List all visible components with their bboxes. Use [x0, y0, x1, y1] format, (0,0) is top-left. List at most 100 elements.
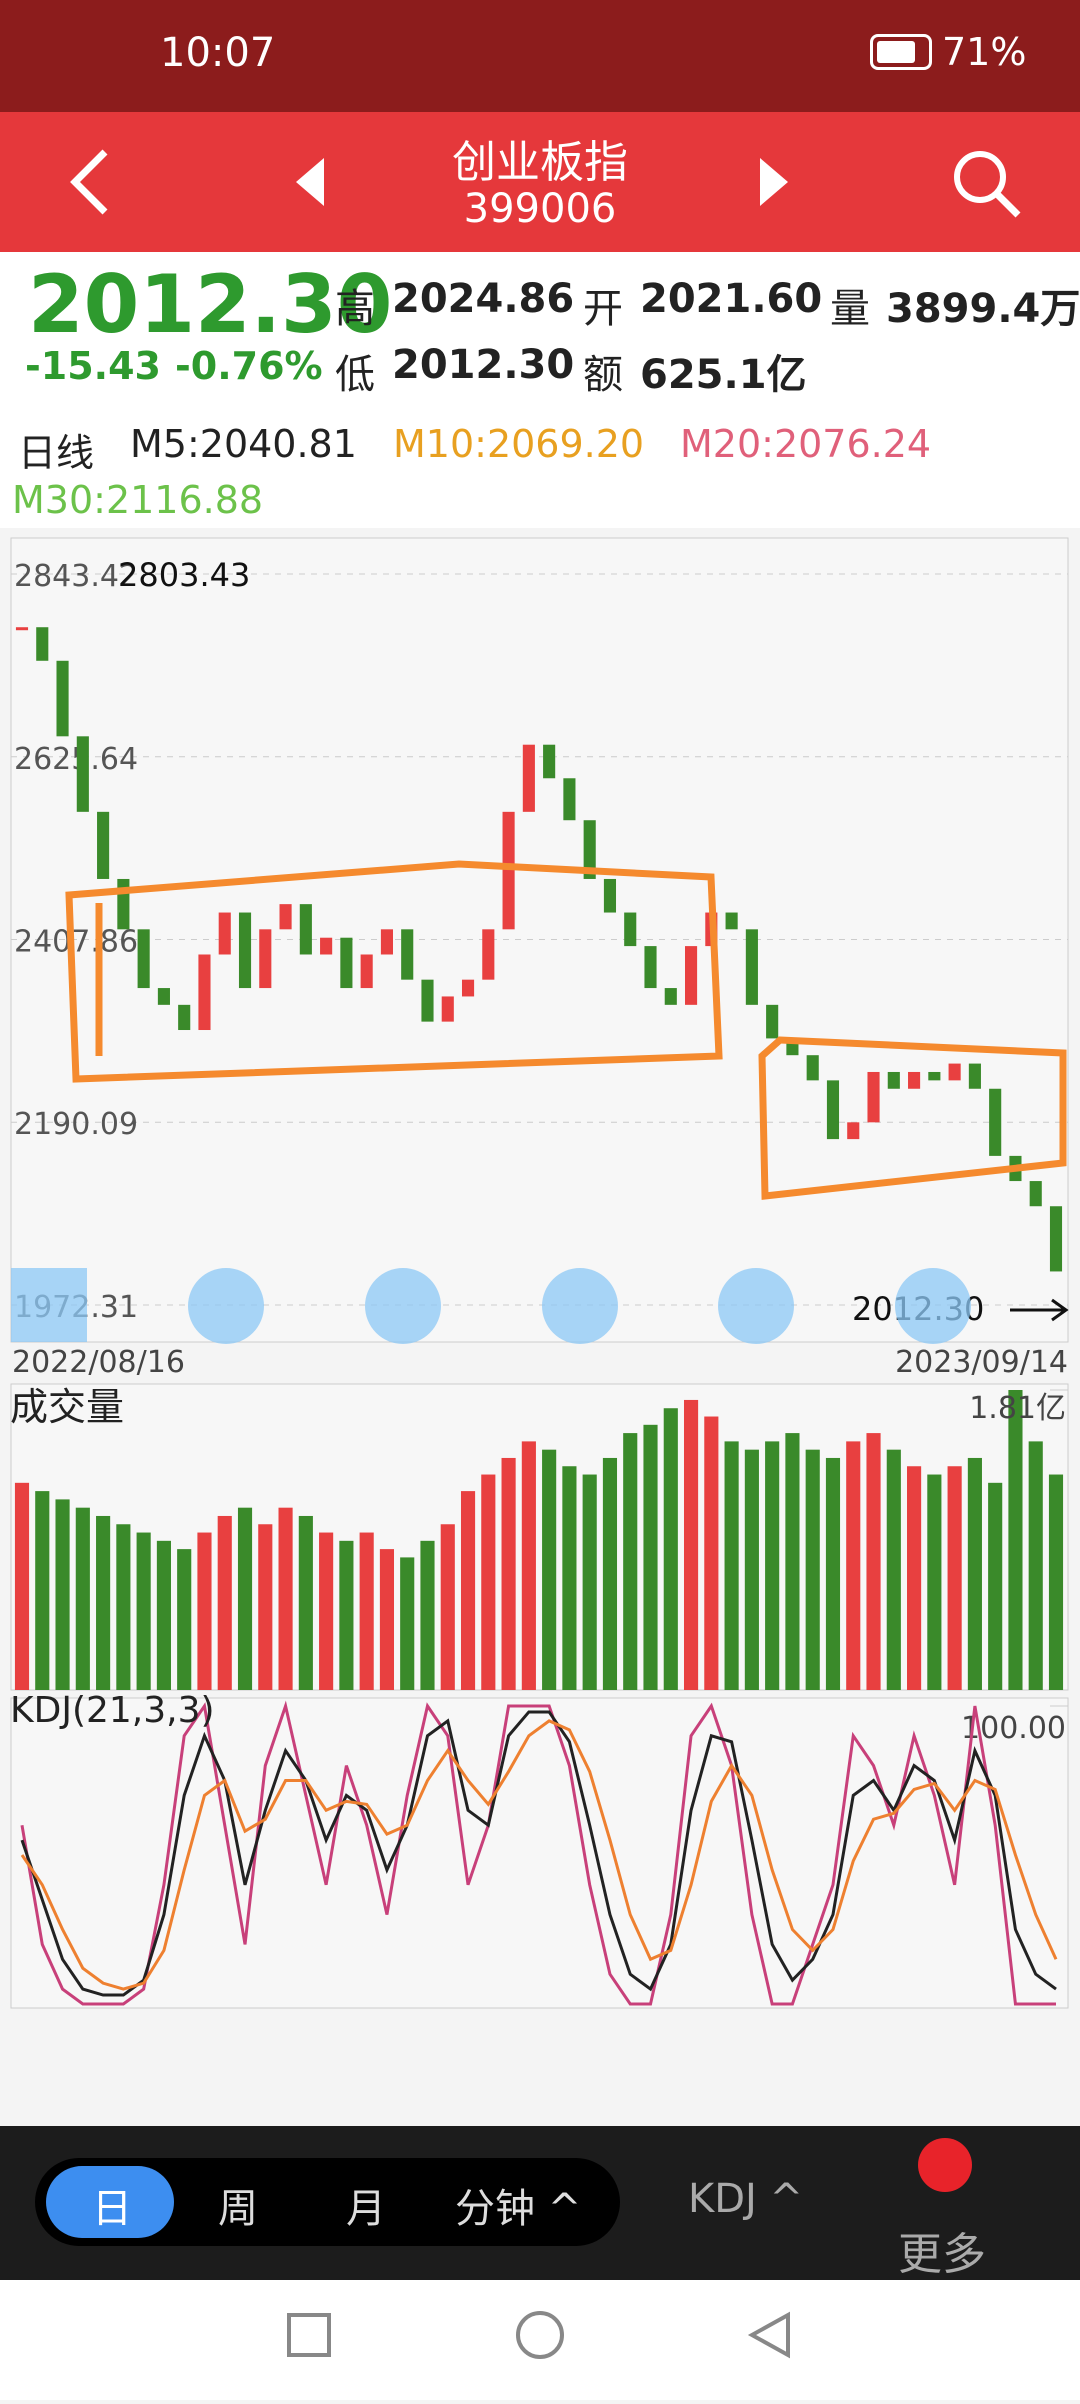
- candle: [299, 904, 312, 955]
- candle: [563, 778, 576, 821]
- more-dot: [918, 2138, 972, 2192]
- candle: [380, 929, 393, 955]
- candle: [36, 627, 49, 661]
- index-code: 399006: [463, 186, 617, 232]
- candle: [238, 912, 252, 989]
- ma-value: M5:2040.81: [130, 422, 357, 466]
- next-button[interactable]: [752, 154, 792, 210]
- candle: [117, 878, 130, 930]
- candle: [685, 946, 698, 1005]
- more-button[interactable]: 更多: [898, 2229, 986, 2280]
- candle: [320, 937, 333, 955]
- date-label: 2022/08/16: [12, 1345, 185, 1380]
- candle: [644, 946, 657, 989]
- y-tick-label: 2190.09: [14, 1107, 138, 1142]
- zoom-control[interactable]: [188, 1268, 264, 1344]
- zoom-control[interactable]: [365, 1268, 441, 1344]
- volume-bar: [623, 1433, 638, 1690]
- candle: [259, 929, 272, 989]
- back-nav-button[interactable]: [747, 2311, 790, 2359]
- quote-panel: 2012.30 -15.43 -0.76% 高 2024.86 开 2021.6…: [0, 252, 1080, 428]
- change-pct: -0.76%: [175, 344, 323, 388]
- charts: 2843.422625.642407.862190.091972.312803.…: [10, 537, 1069, 2009]
- volume-bar: [298, 1515, 313, 1690]
- clock: 10:07: [160, 30, 276, 76]
- home-button[interactable]: [516, 2311, 564, 2359]
- volume-bar: [136, 1532, 151, 1690]
- candle: [56, 660, 69, 737]
- candle: [1049, 1206, 1063, 1272]
- candle: [340, 937, 353, 989]
- battery-level: 71%: [942, 30, 1027, 74]
- label: 开: [583, 286, 623, 332]
- tab[interactable]: 日: [92, 2186, 132, 2232]
- zoom-control[interactable]: [895, 1268, 971, 1344]
- zoom-control[interactable]: [542, 1268, 618, 1344]
- panel-title: KDJ(21,3,3): [10, 1690, 215, 1731]
- recents-button[interactable]: [287, 2313, 331, 2357]
- volume-bar: [785, 1433, 800, 1690]
- volume-bar: [197, 1532, 212, 1690]
- tab[interactable]: 周: [218, 2186, 258, 2232]
- search-button[interactable]: [950, 147, 1026, 223]
- candle: [908, 1071, 921, 1089]
- label: 低: [335, 352, 375, 398]
- candle: [624, 912, 637, 947]
- volume-bar: [55, 1499, 70, 1690]
- volume-bar: [501, 1457, 516, 1690]
- volume-bar: [420, 1540, 435, 1690]
- candle: [968, 1063, 981, 1089]
- last-price: 2012.30: [28, 258, 393, 351]
- volume-bar: [35, 1491, 50, 1690]
- volume-bar: [562, 1466, 577, 1690]
- candle: [157, 988, 170, 1005]
- ma-value: M30:2116.88: [12, 478, 264, 522]
- kdj-line: [20, 1710, 1057, 1997]
- candle: [76, 736, 89, 812]
- volume-bar: [258, 1524, 273, 1690]
- volume-bar: [542, 1449, 557, 1690]
- candle: [806, 1055, 819, 1081]
- back-button[interactable]: [60, 147, 120, 217]
- candle: [826, 1080, 840, 1140]
- candle: [745, 929, 758, 1005]
- indicator-button[interactable]: KDJ ^: [688, 2176, 804, 2222]
- candle: [461, 979, 475, 997]
- toolbar: 日 周 月 分钟 ^ KDJ ^ 更多: [0, 2126, 1080, 2280]
- label: 额: [583, 352, 623, 398]
- kdj-line: [20, 1719, 1058, 1991]
- volume-bar: [217, 1515, 232, 1690]
- volume-bar: [379, 1549, 395, 1690]
- volume-bar: [704, 1416, 719, 1690]
- panel-title: 成交量: [10, 1385, 124, 1429]
- volume-bar: [805, 1449, 820, 1690]
- prev-button[interactable]: [292, 154, 332, 210]
- candle: [989, 1088, 1002, 1156]
- change: -15.43: [25, 344, 161, 388]
- volume-bar: [339, 1540, 354, 1690]
- candle: [948, 1063, 961, 1081]
- turnover: 625.1亿: [640, 352, 807, 398]
- zoom-control[interactable]: [718, 1268, 794, 1344]
- candle: [664, 988, 677, 1005]
- scroll-left[interactable]: [11, 1268, 87, 1342]
- candle: [766, 1004, 779, 1039]
- arrow-head: [1051, 1298, 1069, 1322]
- tab[interactable]: 月: [346, 2186, 386, 2232]
- candle: [441, 996, 454, 1022]
- volume-bar: [278, 1507, 293, 1690]
- volume-bar: [481, 1474, 496, 1690]
- candle: [198, 954, 211, 1031]
- volume-bar: [663, 1408, 678, 1690]
- volume-bar: [237, 1507, 253, 1690]
- tab[interactable]: 分钟 ^: [455, 2186, 582, 2232]
- volume-bar: [947, 1466, 962, 1690]
- open: 2021.60: [640, 276, 823, 322]
- candle: [583, 820, 596, 879]
- ma-legend: 日线 M5:2040.81 M10:2069.20 M20:2076.24 M30:2…: [0, 422, 1080, 528]
- volume-bar: [765, 1441, 780, 1690]
- header: 创业板指 399006: [0, 112, 1080, 252]
- volume-bar: [14, 1482, 30, 1690]
- y-tick-label: 2625.64: [14, 742, 138, 777]
